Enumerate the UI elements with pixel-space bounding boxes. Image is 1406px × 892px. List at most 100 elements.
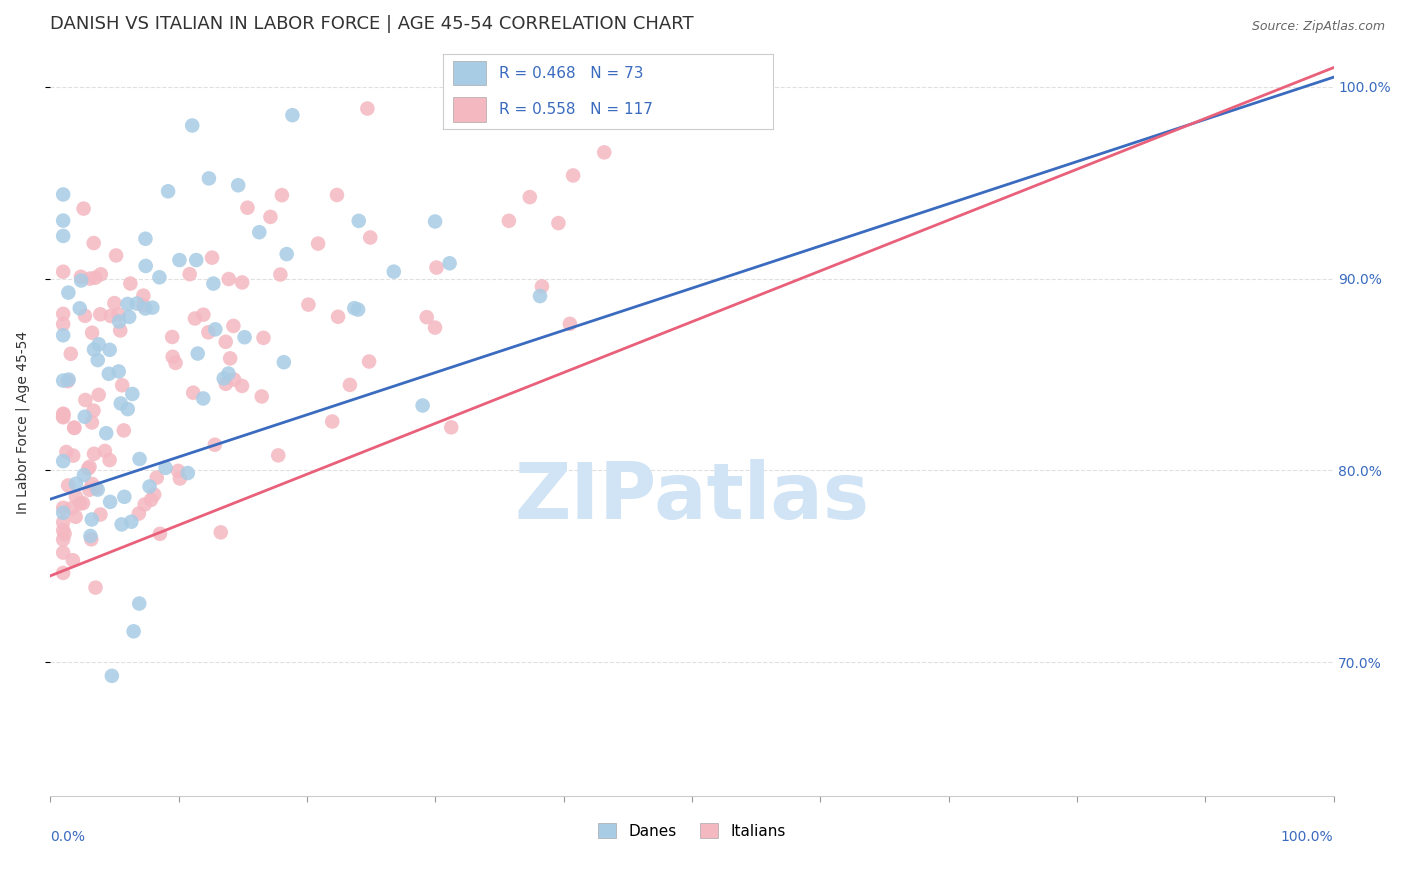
Italians: [52, 307, 75, 321]
Italians: [149, 526, 172, 541]
Italians: [204, 438, 226, 452]
Italians: [128, 507, 150, 521]
Danes: [98, 495, 121, 509]
Italians: [82, 326, 104, 340]
Italians: [498, 214, 520, 228]
Italians: [75, 392, 97, 407]
Danes: [347, 302, 370, 317]
Danes: [202, 277, 225, 291]
Italians: [269, 268, 291, 282]
Italians: [134, 498, 156, 512]
Danes: [73, 409, 96, 424]
Italians: [73, 309, 96, 323]
Bar: [453, 97, 486, 122]
Italians: [72, 202, 94, 216]
Italians: [326, 310, 349, 324]
Italians: [250, 389, 273, 403]
Danes: [177, 466, 200, 480]
Danes: [107, 364, 129, 378]
Italians: [90, 268, 112, 282]
Y-axis label: In Labor Force | Age 45-54: In Labor Force | Age 45-54: [15, 331, 30, 514]
Italians: [52, 410, 75, 425]
Italians: [52, 500, 75, 515]
Italians: [70, 269, 93, 284]
Italians: [267, 449, 290, 463]
Italians: [519, 190, 541, 204]
Italians: [297, 298, 319, 312]
Italians: [79, 483, 101, 497]
Italians: [184, 311, 207, 326]
Italians: [63, 420, 86, 434]
Italians: [558, 317, 581, 331]
Danes: [70, 273, 93, 287]
Danes: [65, 476, 87, 491]
Danes: [110, 396, 132, 410]
Danes: [343, 301, 366, 315]
Italians: [52, 515, 75, 529]
Danes: [470, 76, 492, 90]
Italians: [72, 496, 94, 510]
Danes: [87, 353, 110, 368]
Italians: [530, 279, 553, 293]
Italians: [63, 421, 86, 435]
Italians: [169, 471, 191, 485]
Danes: [52, 374, 75, 388]
Italians: [69, 496, 91, 510]
Italians: [52, 566, 75, 580]
Danes: [212, 371, 235, 385]
Italians: [218, 272, 240, 286]
Danes: [98, 343, 121, 357]
Text: Source: ZipAtlas.com: Source: ZipAtlas.com: [1251, 20, 1385, 33]
Danes: [233, 330, 256, 344]
Danes: [120, 515, 142, 529]
Italians: [231, 379, 253, 393]
Italians: [65, 490, 87, 504]
Danes: [169, 253, 191, 268]
Italians: [321, 415, 343, 429]
Text: R = 0.558   N = 117: R = 0.558 N = 117: [499, 102, 652, 117]
Danes: [412, 399, 434, 413]
Italians: [103, 296, 125, 310]
Italians: [60, 501, 83, 516]
Italians: [89, 307, 111, 321]
Italians: [112, 424, 135, 438]
Danes: [204, 322, 226, 336]
Danes: [80, 512, 103, 526]
Italians: [162, 350, 184, 364]
Danes: [141, 301, 163, 315]
Danes: [186, 253, 208, 268]
Italians: [52, 533, 75, 547]
Italians: [307, 236, 329, 251]
Italians: [87, 388, 110, 402]
Italians: [132, 288, 155, 302]
Italians: [197, 326, 219, 340]
Italians: [56, 374, 79, 388]
Italians: [107, 308, 129, 322]
Danes: [112, 490, 135, 504]
Danes: [138, 479, 160, 493]
Danes: [101, 669, 124, 683]
Italians: [52, 265, 75, 279]
Italians: [236, 201, 259, 215]
Italians: [565, 70, 588, 85]
Danes: [187, 346, 209, 360]
Italians: [52, 407, 75, 421]
Legend: Danes, Italians: Danes, Italians: [592, 817, 792, 845]
Danes: [73, 468, 96, 483]
Italians: [77, 461, 100, 475]
Italians: [111, 378, 134, 392]
Italians: [79, 459, 101, 474]
Italians: [84, 481, 107, 495]
Danes: [69, 301, 91, 316]
Italians: [423, 320, 446, 334]
Italians: [53, 526, 76, 541]
Danes: [121, 387, 143, 401]
Danes: [122, 624, 145, 639]
Text: R = 0.468   N = 73: R = 0.468 N = 73: [499, 66, 644, 81]
Italians: [143, 487, 166, 501]
Danes: [157, 184, 180, 198]
Danes: [529, 289, 551, 303]
Italians: [215, 334, 238, 349]
Danes: [52, 187, 75, 202]
Danes: [58, 285, 80, 300]
